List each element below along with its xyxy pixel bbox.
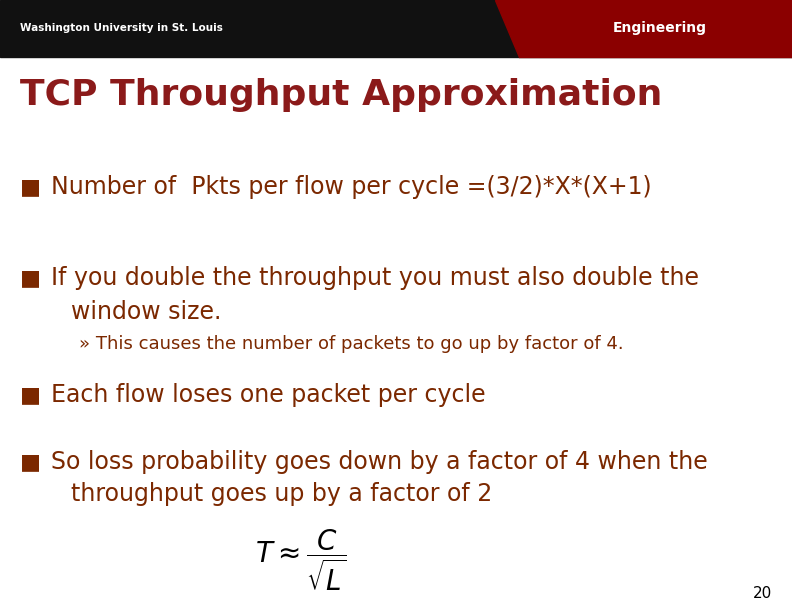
Text: Engineering: Engineering [612,21,706,35]
Polygon shape [495,0,792,57]
Text: Washington University in St. Louis: Washington University in St. Louis [20,23,223,34]
Text: ■: ■ [20,452,41,472]
Text: throughput goes up by a factor of 2: throughput goes up by a factor of 2 [71,482,493,507]
Text: Number of  Pkts per flow per cycle =(3/2)*X*(X+1): Number of Pkts per flow per cycle =(3/2)… [51,174,652,199]
Text: ■: ■ [20,385,41,405]
Text: » This causes the number of packets to go up by factor of 4.: » This causes the number of packets to g… [79,335,624,353]
Text: Each flow loses one packet per cycle: Each flow loses one packet per cycle [51,382,486,407]
Text: window size.: window size. [71,300,222,324]
Text: ■: ■ [20,269,41,288]
Text: 20: 20 [753,586,772,601]
Text: If you double the throughput you must also double the: If you double the throughput you must al… [51,266,699,291]
Text: TCP Throughput Approximation: TCP Throughput Approximation [20,78,662,112]
Text: $T \approx \dfrac{C}{\sqrt{L}}$: $T \approx \dfrac{C}{\sqrt{L}}$ [255,527,347,593]
Text: ■: ■ [20,177,41,196]
Text: So loss probability goes down by a factor of 4 when the: So loss probability goes down by a facto… [51,450,708,474]
Bar [0,0,792,57]
